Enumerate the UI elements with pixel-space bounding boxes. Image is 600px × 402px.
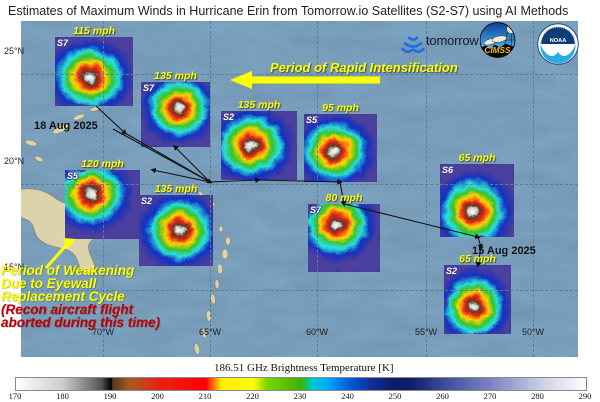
svg-text:CIMSS: CIMSS bbox=[484, 46, 511, 55]
svg-text:NOAA: NOAA bbox=[550, 38, 567, 44]
